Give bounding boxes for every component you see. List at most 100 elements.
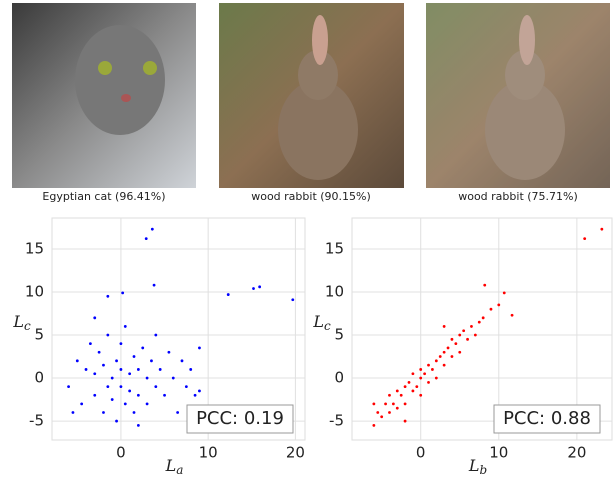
point: [388, 393, 391, 397]
plot-area: [51, 217, 306, 441]
point: [419, 368, 423, 371]
y-tick-label: -5: [329, 412, 344, 430]
point: [450, 337, 454, 341]
x-axis-label: La: [165, 456, 184, 477]
point: [489, 307, 493, 311]
annotation-box: [493, 404, 601, 434]
point: [399, 393, 403, 397]
point: [119, 368, 123, 371]
y-tick-label: 0: [34, 369, 44, 387]
point: [446, 346, 450, 350]
x-axis-label-sub: b: [479, 463, 487, 477]
point: [431, 368, 434, 371]
image-rabbit-perturbed: [426, 3, 610, 188]
point: [462, 329, 466, 333]
point: [145, 376, 149, 380]
y-axis-label-main: L: [12, 312, 24, 331]
point: [502, 291, 506, 295]
point: [110, 398, 114, 401]
point: [106, 333, 110, 337]
point: [93, 372, 97, 376]
y-tick-label: 10: [325, 283, 344, 301]
point: [136, 393, 140, 397]
point: [180, 359, 184, 363]
point: [193, 393, 197, 397]
y-tick-label: 15: [25, 239, 44, 257]
y-axis-label-sub: c: [24, 319, 31, 333]
point: [434, 359, 438, 363]
point: [136, 423, 140, 427]
point: [102, 411, 105, 414]
point: [189, 368, 193, 371]
point: [119, 385, 123, 389]
point: [384, 402, 387, 406]
point: [171, 376, 175, 380]
point: [184, 385, 188, 389]
point: [470, 325, 473, 328]
point: [167, 350, 171, 354]
image-cat: [12, 3, 196, 188]
point: [106, 385, 110, 389]
point: [483, 283, 487, 287]
point: [434, 376, 438, 380]
y-axis-label-sub: c: [324, 319, 331, 333]
x-tick-label: 10: [199, 444, 218, 462]
point: [144, 237, 148, 241]
point: [411, 389, 415, 393]
point: [395, 389, 399, 393]
point: [141, 346, 145, 350]
point: [152, 283, 156, 287]
plot-area: [351, 217, 613, 441]
point: [419, 376, 423, 380]
x-axis-label: Lb: [468, 456, 487, 477]
point: [376, 411, 380, 414]
point: [477, 320, 481, 324]
point: [121, 291, 125, 295]
point: [67, 385, 70, 389]
image-rabbit: [219, 3, 404, 188]
point: [372, 423, 376, 427]
x-tick-label: 0: [116, 444, 126, 462]
point: [198, 389, 201, 393]
point: [154, 333, 158, 337]
point: [75, 359, 79, 363]
y-tick-label: 5: [334, 326, 344, 344]
point: [583, 237, 587, 241]
point: [123, 325, 127, 328]
point: [438, 355, 442, 358]
x-tick-label: 20: [286, 444, 305, 462]
point: [481, 316, 485, 320]
y-tick-label: 5: [34, 326, 44, 344]
y-tick-label: 0: [334, 369, 344, 387]
point: [154, 385, 158, 389]
point: [454, 342, 458, 346]
point: [419, 393, 423, 397]
point: [442, 325, 446, 328]
point: [466, 337, 469, 341]
point: [458, 350, 462, 354]
point: [115, 419, 118, 423]
point: [93, 316, 97, 320]
point: [163, 393, 166, 397]
point: [110, 376, 114, 380]
image-caption: wood rabbit (90.15%): [251, 190, 371, 203]
image-caption: wood rabbit (75.71%): [458, 190, 578, 203]
y-axis-label: Lc: [312, 312, 331, 333]
point: [93, 393, 97, 397]
point: [97, 350, 101, 354]
point: [226, 293, 230, 296]
point: [115, 359, 118, 363]
point: [119, 342, 123, 346]
y-tick-label: 10: [25, 283, 44, 301]
point: [80, 402, 84, 406]
point: [132, 355, 136, 358]
point: [403, 402, 407, 406]
point: [411, 372, 415, 376]
point: [510, 313, 514, 317]
point: [497, 303, 501, 307]
point: [198, 346, 201, 350]
point: [258, 285, 262, 289]
point: [450, 355, 454, 358]
point: [106, 294, 110, 298]
